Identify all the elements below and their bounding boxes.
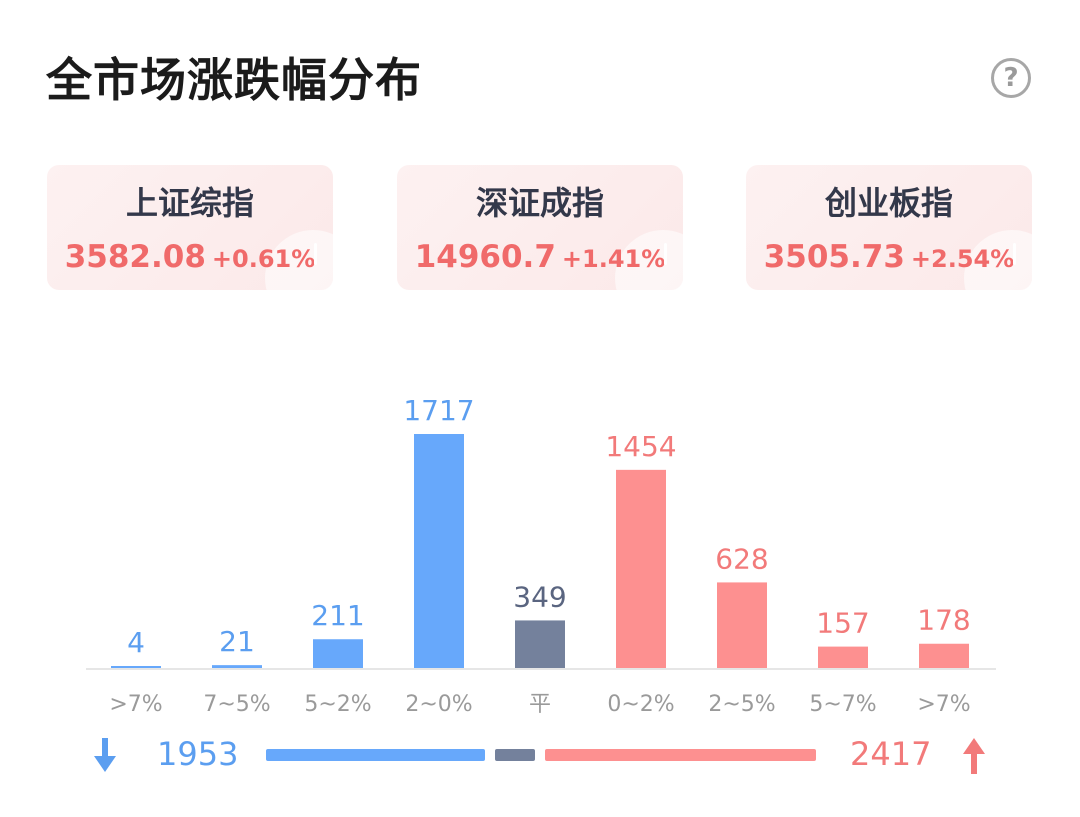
index-name: 创业板指 bbox=[824, 184, 953, 222]
index-change: +2.54% bbox=[910, 245, 1015, 273]
index-card-chinext[interactable]: 创业板指 3505.73 +2.54% bbox=[746, 165, 1032, 290]
bar-8 bbox=[818, 646, 868, 668]
category-label: >7% bbox=[109, 692, 162, 717]
trend-up-icon bbox=[314, 243, 317, 265]
index-card-sse[interactable]: 上证综指 3582.08 +0.61% bbox=[47, 165, 333, 290]
index-change: +1.41% bbox=[561, 245, 666, 273]
bar-5 bbox=[515, 620, 565, 668]
bar-value-label: 4 bbox=[127, 626, 145, 659]
trend-up-icon bbox=[1013, 243, 1016, 265]
up-share-bar bbox=[544, 749, 816, 761]
flat-share-bar bbox=[495, 749, 535, 761]
arrow-down-icon bbox=[94, 738, 116, 772]
category-label: 5~2% bbox=[304, 692, 371, 717]
index-card-szse[interactable]: 深证成指 14960.7 +1.41% bbox=[397, 165, 683, 290]
index-values: 3582.08 +0.61% bbox=[47, 237, 333, 282]
bar-7 bbox=[717, 582, 767, 668]
trend-up-icon bbox=[664, 243, 667, 265]
bar-value-label: 211 bbox=[311, 599, 364, 632]
category-label: >7% bbox=[917, 692, 970, 717]
down-count: 1953 bbox=[157, 735, 239, 773]
category-label: 2~5% bbox=[708, 692, 775, 717]
arrow-up-icon bbox=[963, 738, 985, 774]
up-count: 2417 bbox=[850, 735, 932, 773]
bar-2 bbox=[212, 665, 262, 668]
bar-3 bbox=[313, 639, 363, 668]
category-label: 5~7% bbox=[809, 692, 876, 717]
down-share-bar bbox=[266, 749, 486, 761]
index-price: 14960.7 bbox=[414, 239, 556, 275]
index-change: +0.61% bbox=[211, 245, 316, 273]
distribution-bar-chart: 4 >7% 21 7~5% 211 5~2% 1717 2~0% 349 平 1454 0~2% 628… bbox=[86, 394, 996, 717]
bar-4 bbox=[414, 434, 464, 668]
category-label: 2~0% bbox=[405, 692, 472, 717]
page-title: 全市场涨跌幅分布 bbox=[46, 53, 422, 107]
bar-value-label: 1454 bbox=[605, 430, 676, 463]
bar-value-label: 628 bbox=[715, 542, 768, 575]
index-price: 3582.08 bbox=[64, 239, 206, 275]
bar-value-label: 1717 bbox=[403, 394, 474, 427]
index-values: 14960.7 +1.41% bbox=[397, 237, 683, 282]
bar-1 bbox=[111, 666, 161, 668]
bar-value-label: 157 bbox=[816, 607, 869, 640]
bar-value-label: 349 bbox=[513, 580, 566, 613]
index-name: 上证综指 bbox=[125, 184, 254, 222]
help-icon[interactable]: ? bbox=[991, 58, 1031, 98]
up-down-summary: 1953 2417 bbox=[0, 730, 1080, 780]
bar-6 bbox=[616, 469, 666, 668]
category-label: 7~5% bbox=[203, 692, 270, 717]
category-label: 平 bbox=[529, 692, 551, 717]
bar-9 bbox=[919, 643, 969, 668]
index-name: 深证成指 bbox=[475, 184, 604, 222]
bar-value-label: 178 bbox=[917, 604, 970, 637]
index-values: 3505.73 +2.54% bbox=[746, 237, 1032, 282]
index-price: 3505.73 bbox=[763, 239, 905, 275]
category-label: 0~2% bbox=[607, 692, 674, 717]
bar-value-label: 21 bbox=[219, 625, 255, 658]
